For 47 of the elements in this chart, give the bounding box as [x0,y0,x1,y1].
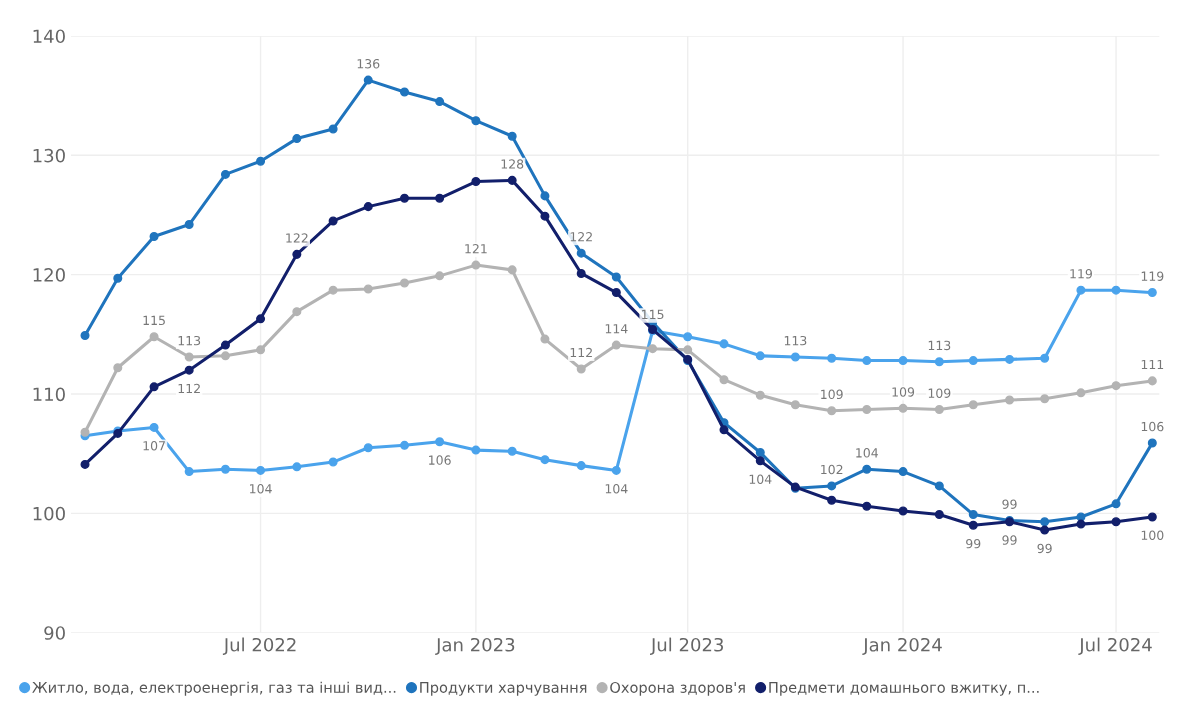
data-label: 113 [178,335,201,346]
data-label: 109 [928,388,951,398]
legend-label: Продукти харчування [420,682,587,696]
data-label: 109 [821,389,843,400]
data-label: 99 [1002,535,1017,545]
data-label: 99 [1037,543,1052,554]
data-label: 122 [286,233,308,243]
data-label: 106 [1141,421,1164,432]
x-tick-label: Jul 2024 [1078,637,1152,655]
data-label: 122 [570,232,592,242]
data-label: 111 [1141,359,1164,370]
y-tick-label: 130 [33,148,65,163]
data-label: 115 [143,315,165,326]
legend-label: Житло, вода, електроенергія, газ та інші вид... [32,681,396,696]
y-tick-label: 110 [33,387,65,402]
data-label: 119 [1141,271,1164,281]
data-label: 114 [605,324,628,334]
x-tick-label: Jan 2024 [862,637,942,655]
data-label: 109 [892,387,915,397]
data-label: 136 [357,59,380,69]
data-label: 104 [250,484,272,494]
data-label: 106 [429,455,451,465]
data-label: 104 [749,474,772,484]
data-label: 121 [465,244,487,254]
x-tick-label: Jul 2023 [650,637,724,655]
legend-label: Охорона здоров'я [610,681,745,696]
data-label: 100 [1141,530,1164,541]
x-tick-label: Jan 2023 [435,637,515,655]
data-label: 112 [570,347,592,358]
data-label: 128 [501,159,524,169]
data-label: 104 [605,484,628,494]
data-label: 99 [1002,499,1017,509]
y-tick-label: 140 [33,29,65,44]
data-label: 107 [143,441,165,451]
y-tick-label: 120 [33,268,65,282]
x-tick-label: Jul 2022 [222,637,296,655]
data-label: 99 [966,538,981,549]
data-label: 104 [856,448,878,458]
data-label: 112 [178,383,200,394]
data-label: 119 [1070,269,1092,279]
data-label: 115 [642,309,664,320]
data-label: 102 [821,464,843,475]
data-label: 113 [784,335,807,346]
y-tick-label: 90 [44,626,65,640]
data-label: 113 [928,340,951,351]
legend-label: Предмети домашнього вжитку, п... [769,682,1039,696]
y-tick-label: 100 [33,506,65,521]
